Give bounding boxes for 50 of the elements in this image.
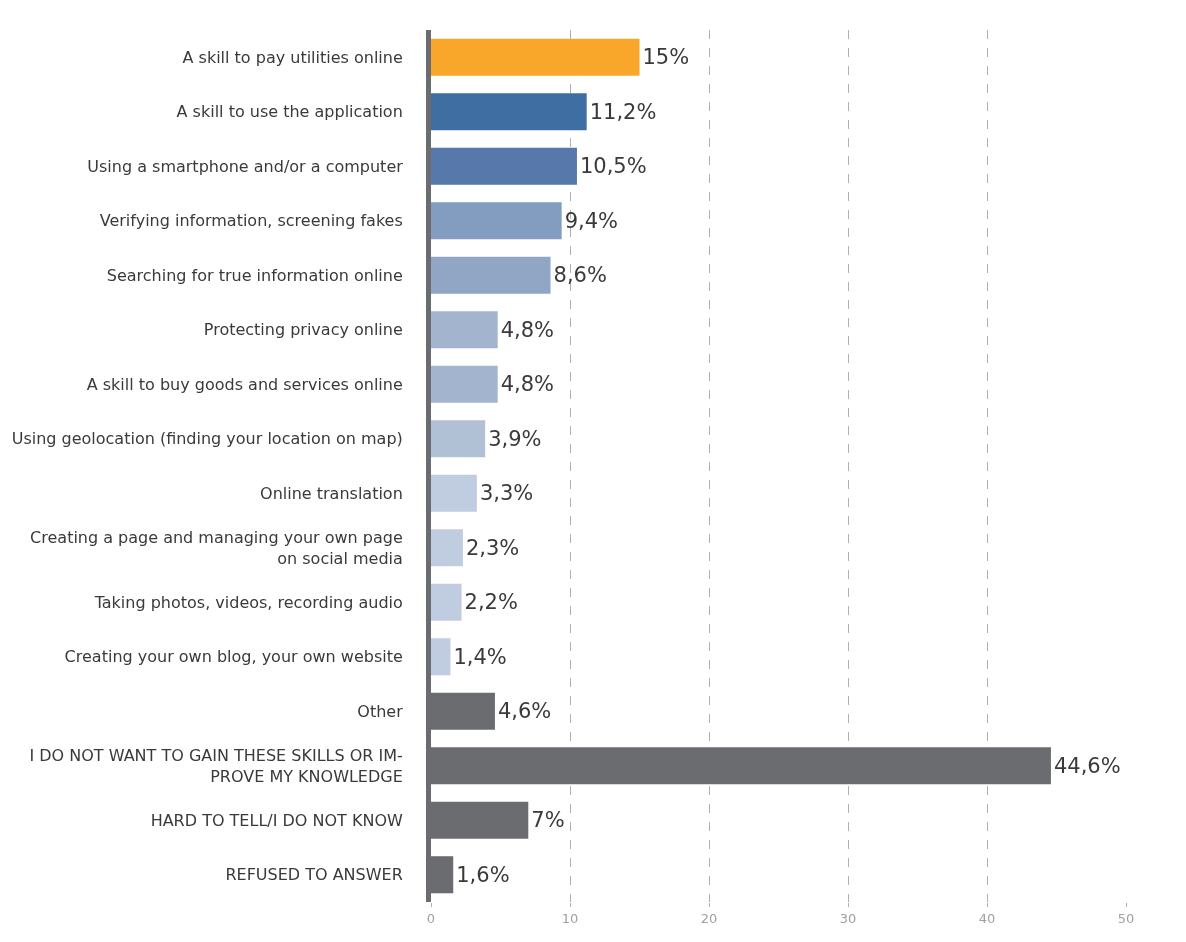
bar	[431, 474, 477, 512]
y-tick-label: Taking photos, videos, recording audio	[93, 592, 403, 612]
y-tick-label: HARD TO TELL/I DO NOT KNOW	[150, 810, 403, 830]
data-label: 4,8%	[500, 372, 555, 397]
data-label: 11,2%	[589, 99, 657, 124]
data-label: 9,4%	[564, 208, 619, 233]
data-label: 2,3%	[465, 535, 520, 560]
y-tick-label: Creating a page and managing your own page on social media	[30, 527, 403, 568]
data-label: 3,3%	[479, 481, 534, 506]
bar	[431, 529, 463, 567]
y-tick-label: Searching for true information online	[106, 265, 403, 285]
data-label: 4,8%	[500, 317, 555, 342]
bar	[431, 93, 587, 131]
x-tick-label: 20	[700, 910, 718, 926]
bar	[431, 311, 498, 349]
y-tick-label: Other	[357, 701, 404, 721]
data-label: 3,9%	[488, 426, 542, 451]
y-tick-label: I DO NOT WANT TO GAIN THESE SKILLS OR IM- PROVE MY KNOWLEDGE	[29, 745, 403, 786]
x-tick-label: 30	[839, 910, 857, 926]
data-label: 4,6%	[497, 699, 552, 724]
y-tick-label: REFUSED TO ANSWER	[225, 865, 403, 885]
bar	[431, 256, 551, 294]
data-label: 8,6%	[553, 263, 607, 288]
bar	[431, 147, 577, 185]
x-tick-label: 40	[978, 910, 996, 926]
bar	[431, 38, 640, 76]
y-tick-label: A skill to use the application	[176, 102, 403, 122]
y-tick-label: Using a smartphone and/or a computer	[87, 156, 404, 176]
y-tick-label: Using geolocation (finding your location on map)	[11, 429, 403, 449]
data-label: 10,5%	[579, 154, 647, 179]
data-label: 2,2%	[464, 590, 518, 615]
y-tick-label: Verifying information, screening fakes	[99, 211, 403, 231]
y-tick-label: A skill to buy goods and services online	[86, 374, 403, 394]
data-label: 7%	[531, 808, 565, 833]
y-tick-label: Protecting privacy online	[203, 320, 403, 340]
bar	[431, 638, 451, 676]
y-tick-label: Online translation	[260, 483, 403, 503]
x-tick-label: 50	[1117, 910, 1135, 926]
data-label: 44,6%	[1053, 753, 1121, 778]
data-label: 15%	[642, 45, 690, 70]
y-tick-label: Creating your own blog, your own website	[64, 647, 403, 667]
bar	[431, 420, 486, 458]
y-tick-label: A skill to pay utilities online	[182, 47, 403, 67]
bar	[431, 365, 498, 403]
x-tick-label: 0	[426, 910, 436, 926]
bar	[431, 202, 562, 240]
bar	[431, 583, 462, 621]
x-tick-label: 10	[561, 910, 579, 926]
data-label: 1,6%	[456, 862, 510, 887]
data-label: 1,4%	[453, 644, 507, 669]
